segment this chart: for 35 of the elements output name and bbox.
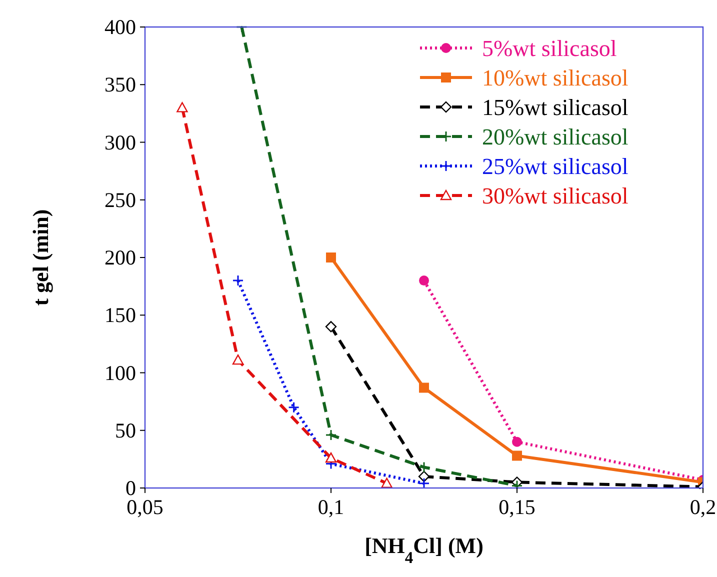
legend-label: 10%wt silicasol: [482, 66, 628, 90]
point: [512, 450, 522, 461]
point: [511, 480, 523, 489]
y-tick-label: 250: [104, 188, 136, 212]
point: [326, 252, 336, 262]
point: [232, 274, 244, 286]
point: [381, 478, 392, 488]
legend-label: 25%wt silicasol: [482, 154, 628, 179]
y-tick-label: 50: [115, 418, 136, 442]
point: [176, 102, 188, 112]
point: [512, 436, 522, 447]
y-tick-label: 100: [104, 360, 136, 385]
x-tick-label: 0,1: [318, 495, 344, 519]
y-tick-label: 400: [104, 15, 136, 39]
y-tick-label: 150: [104, 303, 136, 328]
legend-label: 30%wt silicasol: [482, 184, 628, 208]
point: [418, 478, 430, 489]
x-tick-label: 0,15: [498, 495, 536, 519]
point: [325, 321, 337, 332]
legend-label: 15%wt silicasol: [482, 95, 628, 120]
point: [419, 276, 429, 286]
point: [325, 452, 337, 463]
point: [288, 402, 300, 414]
y-axis-title: t gel (min): [28, 209, 53, 306]
y-tick-label: 300: [104, 130, 136, 154]
x-axis-title: [NH$_{4}$Cl] (M): [364, 533, 484, 566]
legend-label: 5%wt silicasol: [482, 36, 617, 61]
y-tick-label: 200: [104, 246, 136, 270]
legend-label: 20%wt silicasol: [482, 124, 628, 150]
point: [418, 462, 430, 474]
x-tick-label: 0,2: [690, 495, 716, 519]
y-tick-label: 350: [104, 72, 136, 97]
point: [232, 354, 244, 365]
point: [325, 429, 337, 441]
point: [419, 382, 429, 393]
